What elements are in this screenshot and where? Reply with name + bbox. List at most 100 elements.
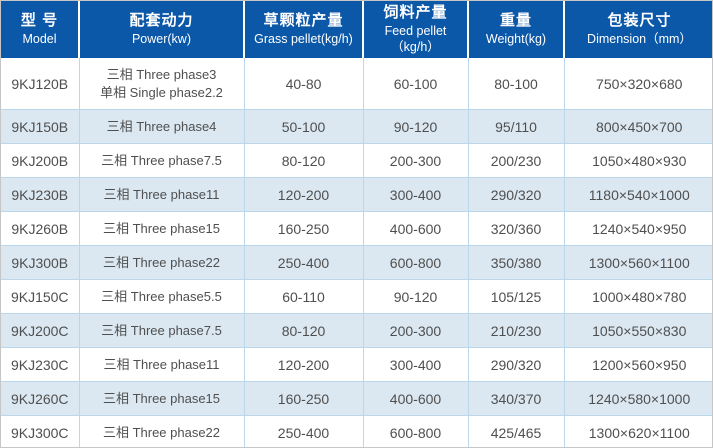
table-row: 9KJ260B 三相 Three phase15 160-250 400-600 320…	[1, 211, 712, 247]
cell-grass: 250-400	[243, 415, 364, 447]
cell-power: 三相 Three phase7.5	[78, 143, 245, 179]
cell-power: 三相 Three phase11	[78, 347, 245, 383]
column-header-zh: 配套动力	[129, 12, 194, 29]
cell-grass: 160-250	[243, 381, 364, 417]
cell-weight: 95/110	[467, 109, 565, 145]
table-row: 9KJ230B 三相 Three phase11 120-200 300-400 290…	[1, 177, 712, 213]
cell-weight: 340/370	[467, 381, 565, 417]
cell-dimension: 800×450×700	[563, 109, 712, 145]
header-row: 型 号 Model 配套动力 Power(kw) 草颗粒产量 Grass pellet(k…	[1, 1, 712, 58]
cell-dimension: 1240×580×1000	[563, 381, 712, 417]
cell-dimension: 1200×560×950	[563, 347, 712, 383]
cell-model: 9KJ230C	[1, 347, 80, 383]
column-header-dimension: 包装尺寸 Dimension（mm）	[564, 1, 712, 58]
cell-power: 三相 Three phase3 单相 Single phase2.2	[78, 57, 245, 111]
cell-feed: 200-300	[362, 143, 469, 179]
table-row: 9KJ200B 三相 Three phase7.5 80-120 200-300 200…	[1, 143, 712, 179]
cell-model: 9KJ260B	[1, 211, 80, 247]
power-line: 三相 Three phase3	[106, 66, 217, 82]
cell-feed: 300-400	[362, 347, 469, 383]
power-line: 三相 Three phase15	[102, 390, 221, 406]
cell-model: 9KJ200C	[1, 313, 80, 349]
cell-feed: 400-600	[362, 211, 469, 247]
cell-weight: 210/230	[467, 313, 565, 349]
power-line: 三相 Three phase15	[102, 220, 221, 236]
cell-model: 9KJ300C	[1, 415, 80, 447]
cell-weight: 290/320	[467, 347, 565, 383]
table-body: 9KJ120B 三相 Three phase3 单相 Single phase2.2…	[1, 57, 712, 447]
column-header-zh: 型 号	[20, 12, 59, 29]
cell-feed: 90-120	[362, 279, 469, 315]
cell-dimension: 1000×480×780	[563, 279, 712, 315]
cell-model: 9KJ300B	[1, 245, 80, 281]
cell-model: 9KJ150C	[1, 279, 80, 315]
column-header-zh: 饲料产量	[383, 4, 448, 21]
cell-grass: 40-80	[243, 57, 364, 111]
column-header-feed: 饲料产量 Feed pellet （kg/h）	[363, 1, 469, 58]
power-line: 三相 Three phase11	[103, 186, 220, 202]
cell-feed: 200-300	[362, 313, 469, 349]
column-header-power: 配套动力 Power(kw)	[79, 1, 245, 58]
table-row: 9KJ150C 三相 Three phase5.5 60-110 90-120 105/…	[1, 279, 712, 315]
cell-power: 三相 Three phase15	[78, 381, 245, 417]
column-header-zh: 包装尺寸	[607, 12, 672, 29]
cell-grass: 50-100	[243, 109, 364, 145]
cell-model: 9KJ260C	[1, 381, 80, 417]
power-line: 三相 Three phase7.5	[101, 152, 222, 168]
cell-dimension: 750×320×680	[563, 57, 712, 111]
cell-grass: 250-400	[243, 245, 364, 281]
column-header-en: Model	[22, 31, 57, 46]
cell-dimension: 1180×540×1000	[563, 177, 712, 213]
cell-weight: 425/465	[467, 415, 565, 447]
cell-grass: 120-200	[243, 347, 364, 383]
table-row: 9KJ300B 三相 Three phase22 250-400 600-800 350…	[1, 245, 712, 281]
cell-feed: 300-400	[362, 177, 469, 213]
cell-grass: 80-120	[243, 313, 364, 349]
cell-weight: 80-100	[467, 57, 565, 111]
cell-dimension: 1240×540×950	[563, 211, 712, 247]
table-row: 9KJ230C 三相 Three phase11 120-200 300-400 290…	[1, 347, 712, 383]
column-header-en: （kg/h）	[391, 39, 440, 54]
cell-power: 三相 Three phase15	[78, 211, 245, 247]
cell-feed: 600-800	[362, 415, 469, 447]
cell-weight: 320/360	[467, 211, 565, 247]
cell-feed: 400-600	[362, 381, 469, 417]
cell-dimension: 1300×620×1100	[563, 415, 712, 447]
column-header-model: 型 号 Model	[1, 1, 80, 58]
cell-grass: 120-200	[243, 177, 364, 213]
column-header-grass: 草颗粒产量 Grass pellet(kg/h)	[244, 1, 364, 58]
cell-power: 三相 Three phase11	[78, 177, 245, 213]
power-line: 三相 Three phase22	[102, 425, 221, 441]
cell-model: 9KJ230B	[1, 177, 80, 213]
cell-power: 三相 Three phase22	[78, 415, 245, 447]
table-row: 9KJ200C 三相 Three phase7.5 80-120 200-300 210…	[1, 313, 712, 349]
column-header-en: Grass pellet(kg/h)	[254, 31, 353, 46]
cell-feed: 600-800	[362, 245, 469, 281]
column-header-en: Dimension（mm）	[587, 31, 692, 46]
power-line: 三相 Three phase4	[106, 118, 217, 134]
cell-power: 三相 Three phase7.5	[78, 313, 245, 349]
cell-model: 9KJ120B	[1, 57, 80, 111]
table-header: 型 号 Model 配套动力 Power(kw) 草颗粒产量 Grass pellet(k…	[1, 1, 712, 58]
column-header-en: Feed pellet	[384, 23, 447, 38]
power-line: 三相 Three phase5.5	[101, 288, 222, 304]
cell-dimension: 1050×550×830	[563, 313, 712, 349]
cell-weight: 290/320	[467, 177, 565, 213]
cell-power: 三相 Three phase5.5	[78, 279, 245, 315]
cell-power: 三相 Three phase22	[78, 245, 245, 281]
cell-weight: 350/380	[467, 245, 565, 281]
table-row: 9KJ260C 三相 Three phase15 160-250 400-600 340…	[1, 381, 712, 417]
cell-grass: 160-250	[243, 211, 364, 247]
cell-weight: 200/230	[467, 143, 565, 179]
cell-grass: 80-120	[243, 143, 364, 179]
power-line: 三相 Three phase11	[103, 356, 220, 372]
cell-grass: 60-110	[243, 279, 364, 315]
cell-dimension: 1050×480×930	[563, 143, 712, 179]
column-header-en: Power(kw)	[131, 31, 192, 46]
cell-feed: 60-100	[362, 57, 469, 111]
column-header-en: Weight(kg)	[485, 31, 547, 46]
column-header-zh: 草颗粒产量	[263, 12, 344, 29]
table-row: 9KJ300C 三相 Three phase22 250-400 600-800 425…	[1, 415, 712, 447]
power-line: 三相 Three phase22	[102, 254, 221, 270]
